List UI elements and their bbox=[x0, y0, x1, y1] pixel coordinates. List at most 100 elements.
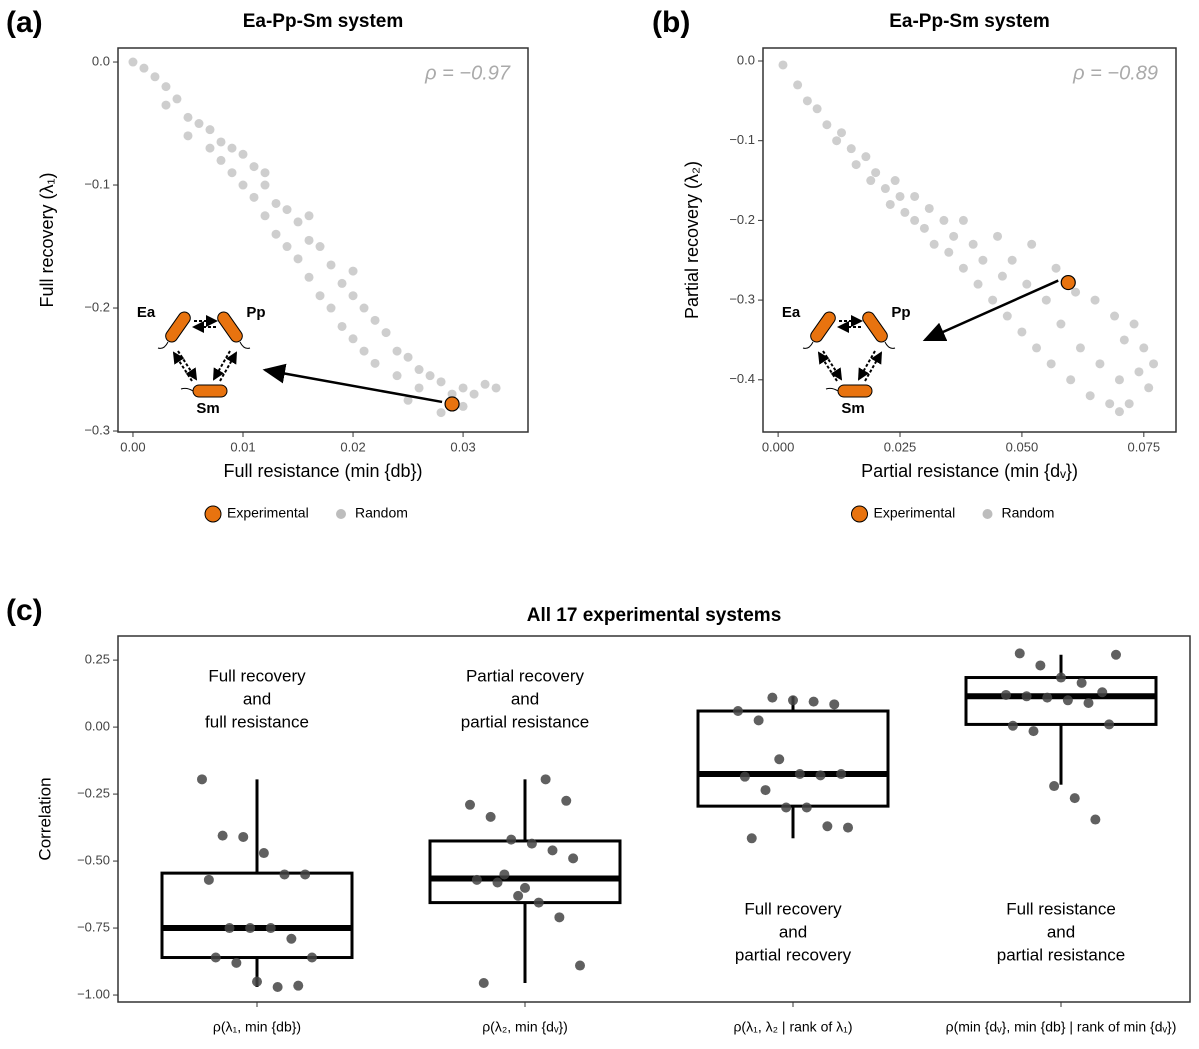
random-point bbox=[812, 104, 822, 114]
system-point bbox=[801, 802, 812, 813]
random-point bbox=[172, 94, 182, 104]
random-point bbox=[778, 60, 788, 70]
system-point bbox=[485, 811, 496, 822]
flagellum bbox=[884, 341, 896, 349]
system-point bbox=[746, 833, 757, 844]
random-point bbox=[871, 168, 881, 178]
system-point bbox=[492, 877, 503, 888]
species-label: Pp bbox=[891, 304, 910, 321]
random-point bbox=[161, 100, 171, 110]
system-point bbox=[760, 785, 771, 796]
x-tick-label: 0.050 bbox=[1006, 439, 1039, 454]
y-tick-label: 0.0 bbox=[92, 53, 110, 68]
system-point bbox=[753, 715, 764, 726]
random-point bbox=[944, 247, 954, 257]
system-point bbox=[1062, 695, 1073, 706]
random-point bbox=[414, 383, 424, 393]
system-point bbox=[733, 706, 743, 717]
box bbox=[160, 871, 354, 960]
group-annotation: Full recovery bbox=[744, 899, 842, 918]
random-point bbox=[260, 168, 270, 178]
system-point bbox=[258, 848, 269, 859]
system-point bbox=[197, 774, 207, 785]
y-tick-label: −0.3 bbox=[729, 292, 755, 307]
box bbox=[428, 839, 622, 905]
random-point bbox=[194, 119, 204, 129]
random-point bbox=[880, 184, 890, 194]
system-point bbox=[513, 890, 524, 901]
interaction-arrow bbox=[172, 351, 193, 382]
random-point bbox=[968, 239, 978, 249]
random-point bbox=[271, 229, 281, 239]
system-point bbox=[272, 981, 283, 992]
random-point bbox=[491, 383, 501, 393]
system-point bbox=[781, 802, 792, 813]
system-point bbox=[1111, 649, 1121, 660]
random-point bbox=[260, 180, 270, 190]
legend-label: Experimental bbox=[227, 505, 309, 521]
random-point bbox=[249, 162, 259, 172]
bacterium bbox=[217, 311, 243, 343]
group-annotation: and bbox=[1047, 922, 1075, 941]
random-point bbox=[260, 211, 270, 221]
system-point bbox=[561, 795, 572, 806]
experimental-point bbox=[444, 396, 460, 412]
random-point bbox=[1110, 311, 1120, 321]
random-point bbox=[304, 211, 314, 221]
system-point bbox=[1069, 793, 1080, 804]
system-point bbox=[238, 831, 249, 842]
species-label: Sm bbox=[841, 400, 864, 417]
system-point bbox=[520, 882, 530, 893]
chart-title: Ea-Pp-Sm system bbox=[243, 11, 404, 32]
system-point bbox=[231, 957, 242, 968]
group-annotation: partial resistance bbox=[997, 945, 1126, 964]
system-point bbox=[300, 869, 311, 880]
group-annotation: and bbox=[243, 689, 271, 708]
y-tick-label: −1.00 bbox=[77, 986, 110, 1001]
y-tick-label: 0.0 bbox=[737, 52, 755, 67]
system-point bbox=[815, 770, 826, 781]
random-point bbox=[1124, 399, 1134, 409]
flagellum bbox=[825, 387, 839, 392]
random-point bbox=[337, 278, 347, 288]
random-point bbox=[793, 80, 803, 90]
group-annotation: Full resistance bbox=[1006, 899, 1116, 918]
random-point bbox=[1041, 295, 1051, 305]
random-point bbox=[403, 395, 413, 405]
system-point bbox=[1083, 697, 1094, 708]
system-point bbox=[1090, 814, 1101, 825]
group-annotation: full resistance bbox=[205, 712, 309, 731]
y-tick-label: −0.3 bbox=[84, 422, 110, 437]
interaction-arrow bbox=[817, 351, 838, 382]
random-point bbox=[1075, 343, 1085, 353]
random-point bbox=[895, 191, 905, 201]
x-tick-label: 0.025 bbox=[884, 439, 917, 454]
arrow bbox=[262, 363, 443, 404]
random-point bbox=[1007, 255, 1017, 265]
random-point bbox=[161, 82, 171, 92]
legend-marker bbox=[336, 509, 346, 519]
random-point bbox=[359, 346, 369, 356]
random-point bbox=[910, 191, 920, 201]
experimental-point bbox=[1060, 274, 1076, 291]
random-point bbox=[1066, 375, 1076, 385]
random-point bbox=[822, 120, 832, 130]
legend-marker bbox=[982, 509, 993, 519]
species-label: Ea bbox=[782, 304, 801, 321]
random-point bbox=[271, 198, 281, 208]
random-point bbox=[910, 215, 920, 225]
system-point bbox=[1014, 648, 1025, 659]
system-point bbox=[252, 976, 262, 987]
random-point bbox=[1134, 367, 1144, 377]
random-point bbox=[997, 271, 1007, 281]
random-point bbox=[304, 235, 314, 245]
system-point bbox=[739, 771, 750, 782]
random-point bbox=[370, 358, 380, 368]
x-tick-label: 0.03 bbox=[450, 439, 475, 454]
plot-frame bbox=[117, 47, 529, 433]
random-point bbox=[381, 328, 391, 338]
random-point bbox=[227, 168, 237, 178]
bacterium bbox=[837, 384, 873, 398]
legend-marker bbox=[851, 505, 868, 523]
panel-label: (b) bbox=[652, 6, 690, 39]
